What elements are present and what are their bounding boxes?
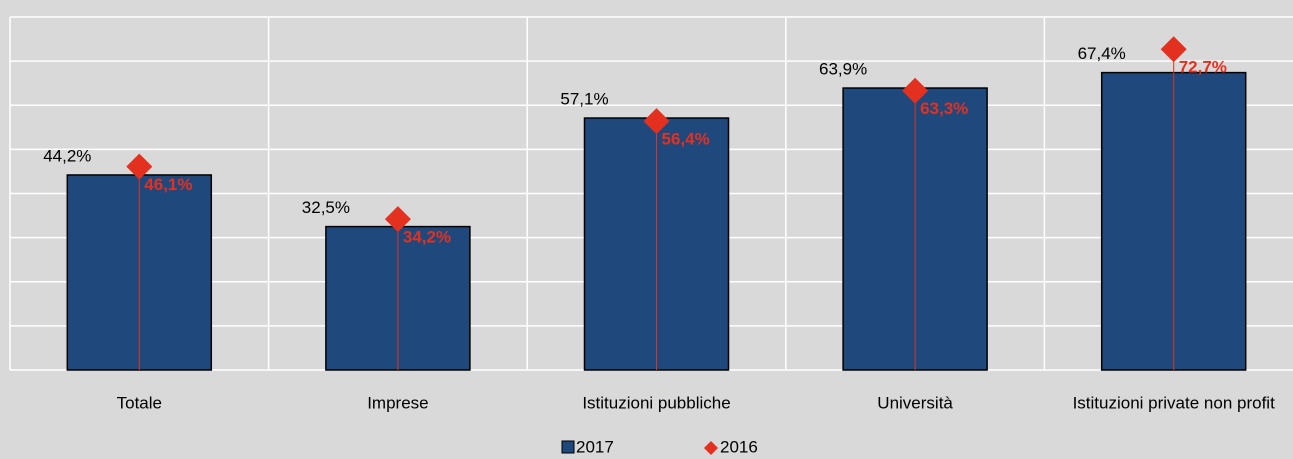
diamond-marker (902, 77, 929, 104)
bar-value-label: 67,4% (1078, 44, 1126, 63)
bar-value-label: 57,1% (560, 90, 608, 109)
bar-value-label: 44,2% (43, 146, 91, 165)
legend-label: 2017 (576, 437, 614, 456)
diamond-marker (643, 108, 670, 135)
x-tick-label: Imprese (367, 393, 428, 412)
x-tick-label: Istituzioni pubbliche (582, 393, 730, 412)
diamond-marker (126, 153, 153, 180)
x-tick-label: Totale (117, 393, 162, 412)
x-tick-label: Istituzioni private non profit (1073, 393, 1275, 412)
diamond-marker (384, 206, 411, 233)
point-value-label: 56,4% (662, 130, 710, 149)
legend-swatch (704, 441, 718, 455)
point-value-label: 46,1% (144, 175, 192, 194)
point-value-label: 34,2% (403, 228, 451, 247)
diamond-marker (1160, 36, 1187, 63)
point-value-label: 72,7% (1179, 58, 1227, 77)
x-tick-label: Università (877, 393, 953, 412)
legend-label: 2016 (720, 437, 758, 456)
bar-value-label: 32,5% (302, 198, 350, 217)
legend-swatch (561, 440, 575, 454)
point-value-label: 63,3% (920, 99, 968, 118)
bar-value-label: 63,9% (819, 60, 867, 79)
